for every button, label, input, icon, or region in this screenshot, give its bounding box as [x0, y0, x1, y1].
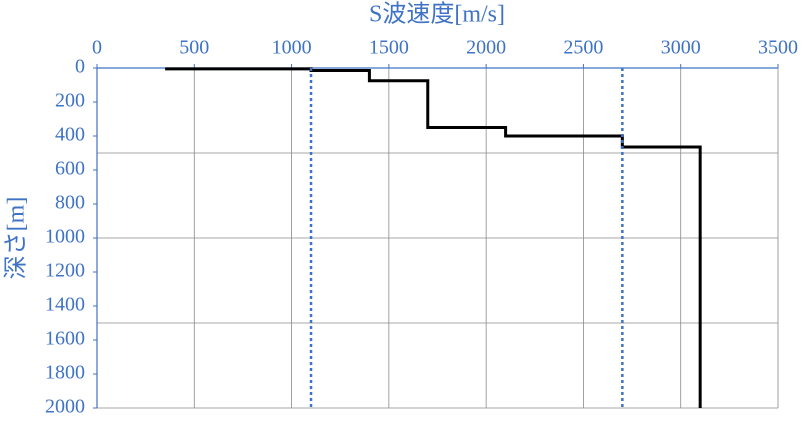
x-tick-label: 1000 [272, 37, 312, 59]
y-tick-label: 1200 [45, 260, 85, 282]
x-tick-label: 1500 [369, 37, 409, 59]
x-tick-label: 3500 [758, 37, 798, 59]
x-tick-label: 3000 [661, 37, 701, 59]
y-tick-label: 800 [55, 192, 85, 214]
y-tick-label: 1800 [45, 362, 85, 384]
y-tick-label: 1600 [45, 328, 85, 350]
y-tick-label: 0 [75, 56, 85, 78]
y-axis-title: 深さ[m] [3, 197, 30, 280]
x-axis-title: S波速度[m/s] [369, 1, 505, 28]
y-tick-label: 2000 [45, 396, 85, 418]
x-tick-label: 500 [179, 37, 209, 59]
x-tick-label: 2500 [563, 37, 603, 59]
y-tick-label: 400 [55, 124, 85, 146]
y-tick-label: 1000 [45, 226, 85, 248]
x-tick-label: 0 [92, 37, 102, 59]
x-tick-label: 2000 [466, 37, 506, 59]
y-tick-label: 200 [55, 90, 85, 112]
series-line [165, 67, 702, 408]
y-tick-label: 1400 [45, 294, 85, 316]
y-tick-label: 600 [55, 158, 85, 180]
